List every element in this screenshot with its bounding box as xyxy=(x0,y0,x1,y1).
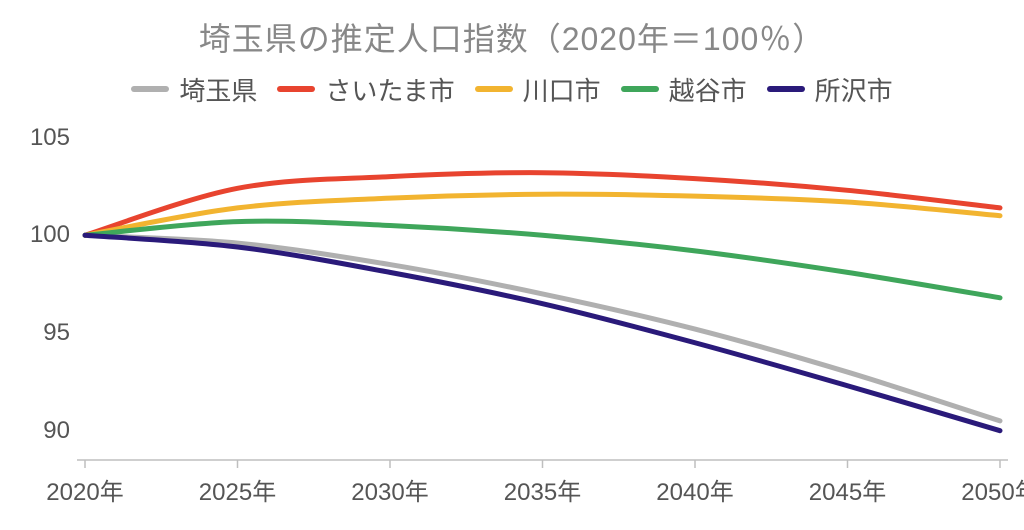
x-axis-tick-label: 2050年 xyxy=(961,472,1024,507)
x-axis-tick-label: 2020年 xyxy=(46,472,123,507)
y-axis-tick-label: 95 xyxy=(0,319,70,347)
series-line xyxy=(85,235,1000,421)
y-axis-tick-label: 100 xyxy=(0,221,70,249)
x-axis-tick-label: 2025年 xyxy=(199,472,276,507)
x-axis-tick-label: 2045年 xyxy=(809,472,886,507)
series-line xyxy=(85,235,1000,430)
series-line xyxy=(85,221,1000,298)
series-line xyxy=(85,194,1000,235)
y-axis-tick-label: 90 xyxy=(0,417,70,445)
y-axis-tick-label: 105 xyxy=(0,124,70,152)
x-axis-tick-label: 2035年 xyxy=(504,472,581,507)
chart-plot-svg xyxy=(0,0,1024,530)
x-axis-tick-label: 2030年 xyxy=(351,472,428,507)
x-axis-tick-label: 2040年 xyxy=(656,472,733,507)
population-index-chart: 埼玉県の推定人口指数（2020年＝100％） 埼玉県さいたま市川口市越谷市所沢市… xyxy=(0,0,1024,530)
